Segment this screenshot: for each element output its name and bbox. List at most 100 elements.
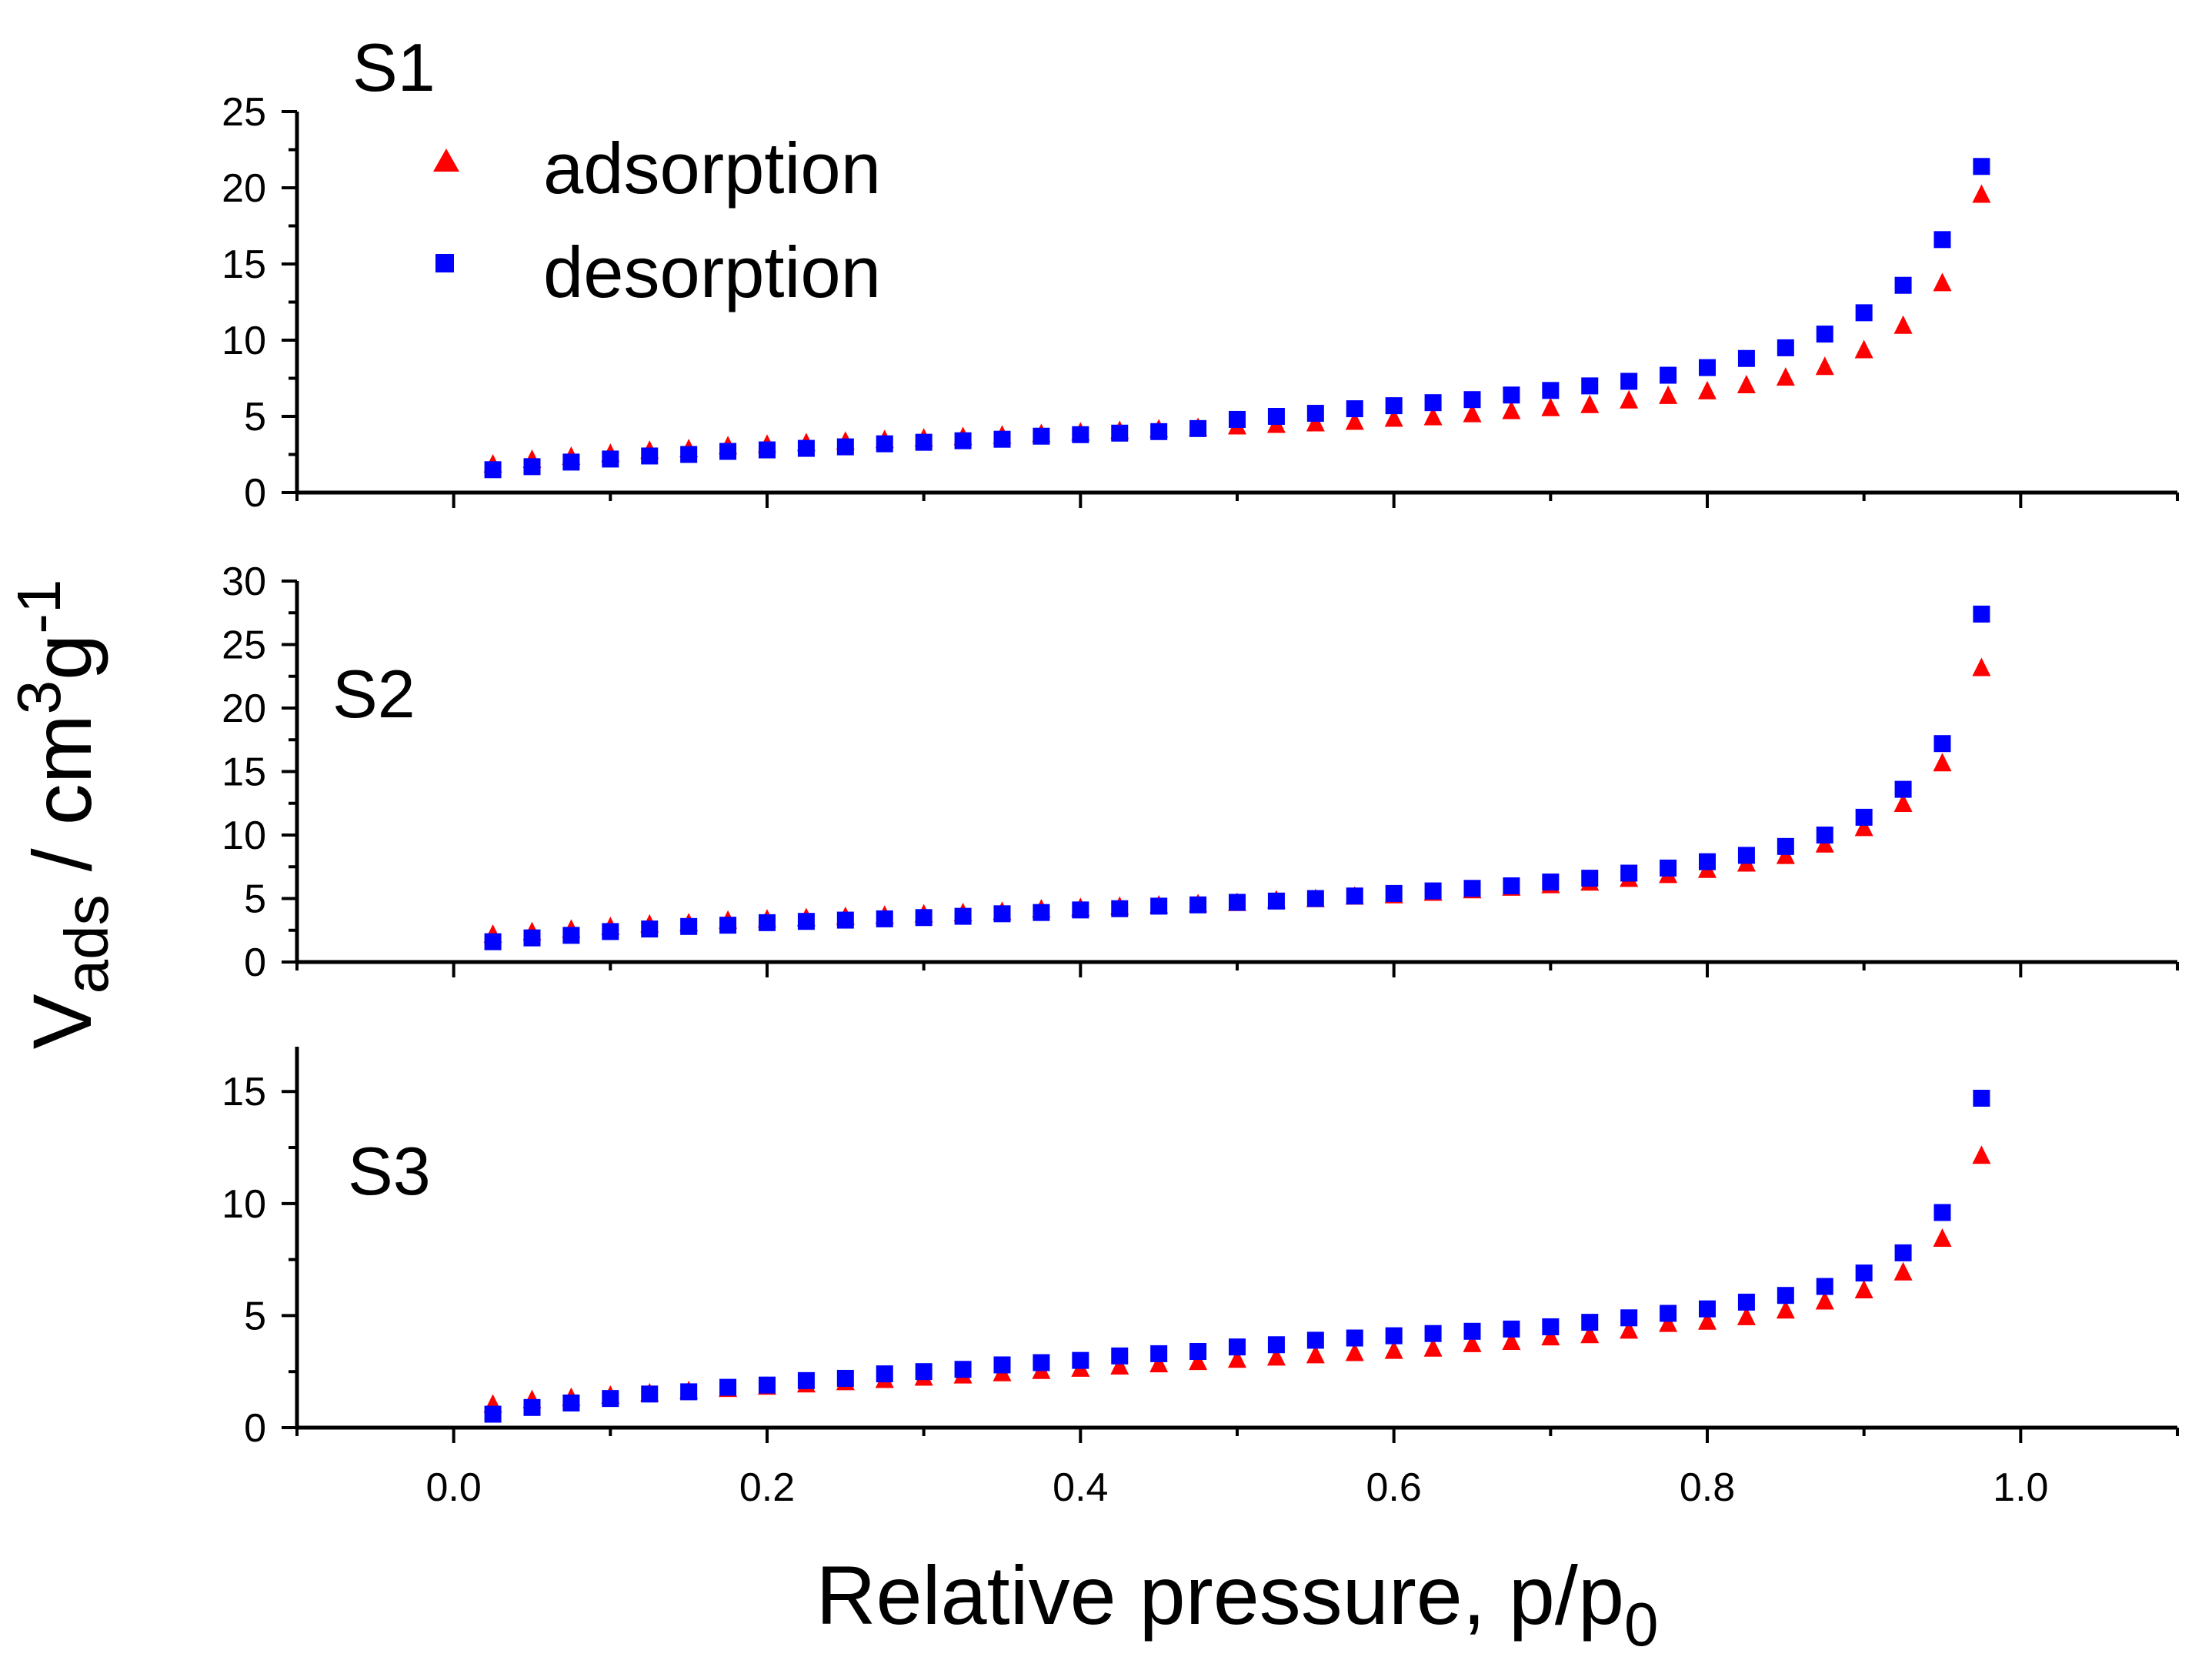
y-tick-label: 0 bbox=[244, 471, 266, 516]
desorption-point bbox=[641, 447, 659, 465]
adsorption-point bbox=[1933, 272, 1952, 292]
adsorption-point bbox=[1345, 1342, 1364, 1361]
desorption-point bbox=[1033, 427, 1050, 445]
desorption-point bbox=[1150, 423, 1168, 440]
desorption-point bbox=[1973, 605, 1990, 623]
desorption-point bbox=[523, 458, 541, 476]
desorption-point bbox=[1816, 1278, 1833, 1295]
adsorption-point bbox=[1110, 1355, 1129, 1375]
desorption-point bbox=[1150, 1345, 1168, 1362]
panel-s3: 0 5 10 15 S3 bbox=[222, 1047, 2179, 1451]
desorption-point bbox=[602, 1390, 619, 1408]
desorption-point bbox=[680, 1383, 698, 1401]
y-tick-label: 20 bbox=[222, 166, 266, 211]
desorption-point bbox=[1033, 904, 1050, 921]
desorption-point bbox=[1737, 1293, 1755, 1311]
desorption-point bbox=[836, 911, 854, 929]
desorption-point bbox=[993, 1356, 1011, 1374]
y-tick-label: 20 bbox=[222, 687, 266, 731]
desorption-point bbox=[1072, 1351, 1089, 1369]
desorption-point bbox=[1503, 1320, 1520, 1338]
desorption-point bbox=[993, 430, 1011, 448]
desorption-point bbox=[915, 909, 933, 927]
desorption-point bbox=[680, 446, 698, 463]
desorption-point bbox=[1973, 1089, 1990, 1107]
adsorption-point bbox=[1854, 817, 1873, 837]
desorption-point bbox=[562, 927, 580, 944]
series-desorption bbox=[484, 158, 1990, 479]
adsorption-point bbox=[1815, 356, 1834, 376]
adsorption-point bbox=[1698, 380, 1717, 399]
desorption-point bbox=[1150, 897, 1168, 915]
desorption-point bbox=[1660, 366, 1677, 384]
y-axis-title-g: g bbox=[15, 634, 108, 680]
y-tick-label: 5 bbox=[244, 1294, 266, 1338]
desorption-point bbox=[523, 929, 541, 947]
desorption-point bbox=[993, 905, 1011, 923]
y-axis-title-sup1: 3 bbox=[5, 680, 73, 715]
desorption-point bbox=[1189, 896, 1207, 914]
desorption-point bbox=[1855, 1264, 1873, 1282]
adsorption-point bbox=[1620, 1320, 1639, 1339]
legend-adsorption-marker bbox=[433, 149, 459, 172]
desorption-point bbox=[719, 443, 737, 460]
panel-label: S2 bbox=[332, 656, 415, 732]
legend-desorption-label: desorption bbox=[543, 232, 881, 312]
desorption-point bbox=[1229, 894, 1246, 911]
panel-s2: 0 5 10 15 20 25 30 S2 bbox=[222, 560, 2179, 985]
desorption-point bbox=[1777, 837, 1794, 855]
y-tick-label: 25 bbox=[222, 90, 266, 135]
desorption-point bbox=[1385, 884, 1403, 902]
desorption-point bbox=[1894, 780, 1912, 798]
x-axis-title-main: Relative pressure, p/p bbox=[816, 1548, 1624, 1642]
series-desorption bbox=[484, 1089, 1990, 1423]
adsorption-point bbox=[1972, 184, 1991, 203]
desorption-point bbox=[1463, 1322, 1481, 1340]
desorption-point bbox=[1072, 901, 1089, 919]
adsorption-point bbox=[1815, 1291, 1834, 1310]
y-tick-label: 10 bbox=[222, 813, 266, 858]
desorption-point bbox=[1737, 847, 1755, 864]
desorption-point bbox=[1855, 304, 1873, 322]
desorption-point bbox=[1699, 359, 1716, 376]
desorption-point bbox=[1267, 408, 1285, 425]
desorption-point bbox=[1189, 1343, 1207, 1360]
series-adsorption bbox=[483, 184, 1991, 473]
desorption-point bbox=[876, 435, 893, 453]
desorption-point bbox=[1777, 339, 1794, 356]
desorption-point bbox=[954, 907, 972, 925]
x-tick-label: 0.4 bbox=[1053, 1465, 1108, 1510]
desorption-point bbox=[1306, 1331, 1324, 1349]
panel-label: S1 bbox=[352, 29, 435, 105]
desorption-point bbox=[876, 1365, 893, 1383]
adsorption-point bbox=[1933, 753, 1952, 772]
desorption-point bbox=[797, 1371, 815, 1389]
desorption-point bbox=[1973, 158, 1990, 175]
desorption-point bbox=[602, 450, 619, 468]
desorption-point bbox=[1699, 853, 1716, 870]
adsorption-point bbox=[1972, 657, 1991, 676]
desorption-point bbox=[1267, 1336, 1285, 1354]
adsorption-point bbox=[1502, 1331, 1521, 1350]
desorption-point bbox=[1737, 349, 1755, 367]
desorption-point bbox=[719, 917, 737, 934]
adsorption-point bbox=[1423, 406, 1443, 426]
desorption-point bbox=[1620, 1309, 1638, 1327]
desorption-point bbox=[1463, 880, 1481, 897]
desorption-point bbox=[1111, 900, 1129, 917]
y-tick-label: 0 bbox=[244, 1406, 266, 1451]
adsorption-point bbox=[1266, 1347, 1286, 1366]
desorption-point bbox=[719, 1378, 737, 1396]
desorption-point bbox=[1620, 372, 1638, 390]
desorption-point bbox=[1581, 1314, 1599, 1331]
desorption-point bbox=[484, 461, 502, 479]
adsorption-point bbox=[1463, 403, 1482, 423]
desorption-point bbox=[915, 433, 933, 451]
y-tick-label: 5 bbox=[244, 877, 266, 922]
adsorption-point bbox=[1854, 1279, 1873, 1298]
adsorption-point bbox=[1306, 413, 1325, 432]
desorption-point bbox=[1229, 1338, 1246, 1356]
adsorption-point bbox=[1189, 1351, 1208, 1371]
y-tick-label: 25 bbox=[222, 623, 266, 668]
desorption-point bbox=[1933, 735, 1951, 753]
